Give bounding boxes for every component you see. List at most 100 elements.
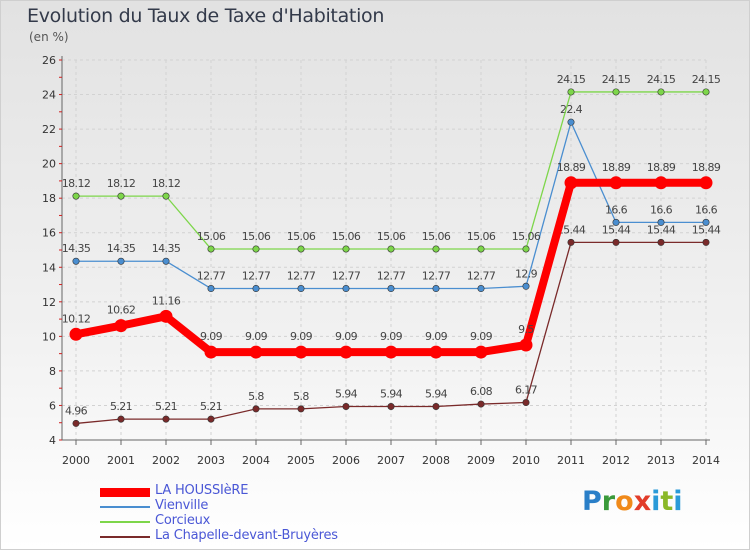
data-label: 5.8 [293,390,309,403]
logo-letter: o [615,486,634,517]
data-label: 6.17 [515,384,538,397]
data-point [612,88,620,96]
data-point [342,285,350,293]
data-point [297,245,305,253]
data-label: 24.15 [557,73,586,86]
data-label: 9.5 [518,323,534,336]
data-label: 15.06 [422,230,451,243]
x-tick-label: 2002 [152,454,180,467]
data-point [252,285,260,293]
data-point [474,345,488,359]
data-label: 4.96 [65,404,88,417]
logo-letter: t [660,486,674,517]
data-label: 16.6 [605,203,628,216]
x-tick-label: 2014 [692,454,720,467]
series-3: 4.96 5.21 5.21 5.21 5.8 5.8 5.94 5.94 5.94 6.08 6.… [65,223,721,427]
data-point [609,176,623,190]
data-label: 15.06 [197,230,226,243]
data-label: 24.15 [647,73,676,86]
data-label: 16.6 [695,203,718,216]
data-label: 14.35 [107,242,136,255]
data-point [207,415,215,423]
data-point [117,257,125,265]
y-tick-label: 10 [42,330,56,343]
data-point [162,192,170,200]
data-point [252,405,260,413]
data-point [72,192,80,200]
legend-label: La Chapelle-devant-Bruyères [155,528,338,543]
data-label: 15.44 [692,223,721,236]
x-tick-label: 2007 [377,454,405,467]
data-label: 9.09 [470,330,493,343]
data-label: 5.94 [425,387,448,400]
data-label: 12.77 [422,270,451,283]
data-label: 15.06 [242,230,271,243]
legend-label: LA HOUSSIèRE [155,483,249,498]
data-label: 15.06 [377,230,406,243]
data-point [657,238,665,246]
data-point [519,338,533,352]
legend-swatch [100,506,150,508]
data-point [252,245,260,253]
x-tick-label: 2001 [107,454,135,467]
y-tick-label: 24 [42,89,56,102]
data-point [294,345,308,359]
data-label: 9.09 [245,330,268,343]
data-point [657,218,665,226]
data-label: 12.77 [242,270,271,283]
data-point [162,257,170,265]
data-point [522,282,530,290]
data-label: 18.12 [62,177,91,190]
data-point [249,345,263,359]
legend-swatch [100,536,150,538]
data-point [567,238,575,246]
proxiti-logo: Proxiti [582,486,683,517]
data-point [204,345,218,359]
data-point [699,176,713,190]
x-tick-label: 2000 [62,454,90,467]
data-point [432,402,440,410]
legend-label: Vienville [155,498,209,513]
series-0: 10.12 10.62 11.16 9.09 9.09 9.09 9.09 9.09 9.09 9… [62,161,721,359]
data-label: 5.21 [200,400,222,413]
logo-letter: i [651,486,661,517]
x-tick-label: 2011 [557,454,585,467]
data-point [477,245,485,253]
data-label: 24.15 [602,73,631,86]
y-tick-label: 20 [42,158,56,171]
data-point [384,345,398,359]
data-point [612,238,620,246]
logo-letter: P [582,486,602,517]
logo-letter: i [673,486,683,517]
data-point [207,245,215,253]
data-label: 18.89 [557,161,586,174]
data-point [564,176,578,190]
data-label: 9.09 [290,330,313,343]
chart-title: Evolution du Taux de Taxe d'Habitation [27,5,385,27]
data-point [567,118,575,126]
data-point [429,345,443,359]
data-label: 15.44 [647,223,676,236]
data-label: 22.4 [560,103,583,116]
data-point [612,218,620,226]
data-label: 24.15 [692,73,721,86]
x-tick-label: 2010 [512,454,540,467]
y-tick-label: 8 [49,365,56,378]
y-tick-label: 18 [42,192,56,205]
data-point [387,245,395,253]
data-label: 11.16 [152,294,181,307]
data-point [432,285,440,293]
legend-swatch [100,521,150,523]
data-label: 12.77 [467,270,496,283]
y-tick-label: 16 [42,227,56,240]
y-tick-label: 22 [42,123,56,136]
data-point [297,285,305,293]
data-label: 15.06 [467,230,496,243]
data-point [432,245,440,253]
data-label: 12.77 [197,270,226,283]
data-point [477,285,485,293]
data-label: 10.62 [107,304,136,317]
data-label: 15.06 [287,230,316,243]
data-point [342,402,350,410]
